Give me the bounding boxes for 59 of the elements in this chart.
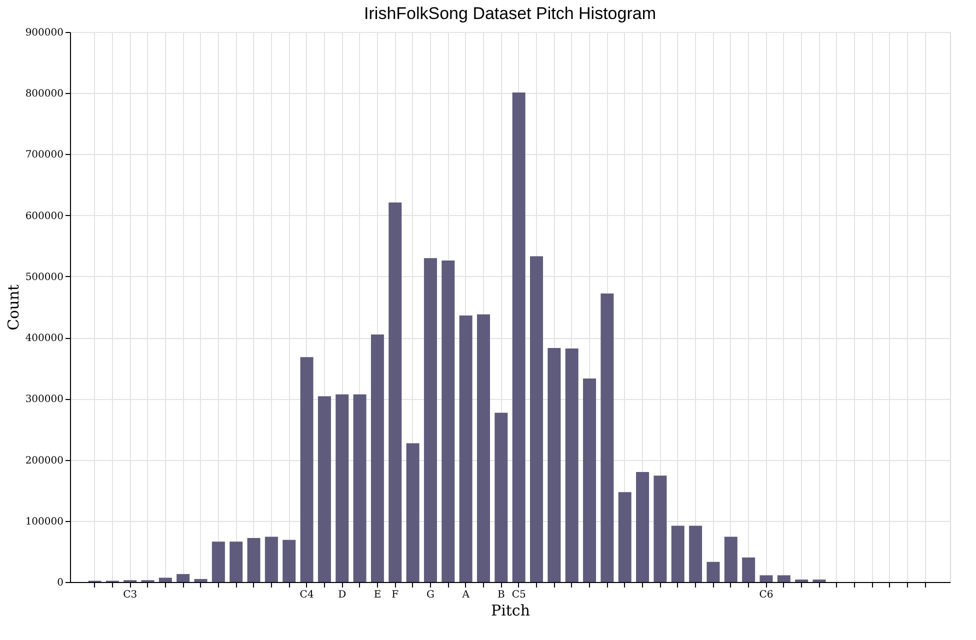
x-tick-label: F	[392, 590, 399, 600]
bar	[282, 540, 296, 582]
x-tick-label: B	[497, 590, 505, 600]
y-tick-label: 300000	[25, 394, 64, 406]
x-tick-label: G	[426, 590, 434, 600]
y-tick-label: 700000	[25, 150, 64, 161]
y-tick-label: 100000	[25, 516, 64, 528]
bar	[618, 492, 632, 582]
bar	[512, 92, 526, 582]
bar	[600, 294, 614, 582]
y-tick-label: 500000	[25, 272, 64, 283]
y-tick-label: 200000	[25, 455, 64, 466]
bar	[777, 575, 790, 582]
x-axis-title: Pitch	[491, 602, 530, 620]
bar	[388, 202, 402, 582]
y-axis-title: Count	[4, 284, 22, 330]
bar	[442, 260, 455, 582]
bar	[565, 348, 578, 582]
x-tick-label: C6	[759, 590, 774, 600]
x-tick-label: C5	[512, 590, 526, 600]
y-tick-label: 400000	[25, 333, 64, 344]
bar	[194, 578, 208, 582]
x-tick-label: E	[374, 590, 382, 600]
bar	[760, 575, 773, 582]
bar	[636, 472, 650, 582]
bar	[654, 476, 667, 582]
bar	[689, 526, 702, 582]
bar	[158, 578, 172, 582]
bar	[459, 316, 472, 582]
chart-title: IrishFolkSong Dataset Pitch Histogram	[364, 4, 656, 23]
bar	[300, 357, 314, 582]
bar	[548, 348, 561, 582]
bar	[406, 443, 420, 582]
bar	[476, 314, 490, 582]
y-tick-label: 800000	[25, 88, 64, 100]
bar	[583, 378, 596, 582]
bar	[212, 542, 225, 582]
y-tick-label: 0	[57, 578, 64, 588]
bar	[247, 538, 260, 582]
y-tick-label: 600000	[25, 210, 64, 222]
bar	[230, 542, 243, 582]
bar	[742, 558, 756, 582]
bar	[530, 256, 544, 582]
bar	[724, 536, 738, 582]
x-tick-label: D	[338, 590, 346, 600]
y-tick-label: 900000	[25, 28, 64, 38]
bar	[264, 536, 278, 582]
bar	[176, 574, 190, 582]
x-tick-label: C3	[123, 590, 138, 600]
bar	[494, 412, 508, 582]
bar	[706, 562, 720, 582]
bar	[370, 334, 384, 582]
bar	[424, 258, 437, 582]
bar	[671, 526, 684, 582]
x-tick-label: C4	[300, 590, 314, 600]
bar	[336, 394, 349, 582]
bar	[353, 394, 366, 582]
x-tick-label: A	[461, 590, 470, 600]
bar	[318, 396, 331, 582]
